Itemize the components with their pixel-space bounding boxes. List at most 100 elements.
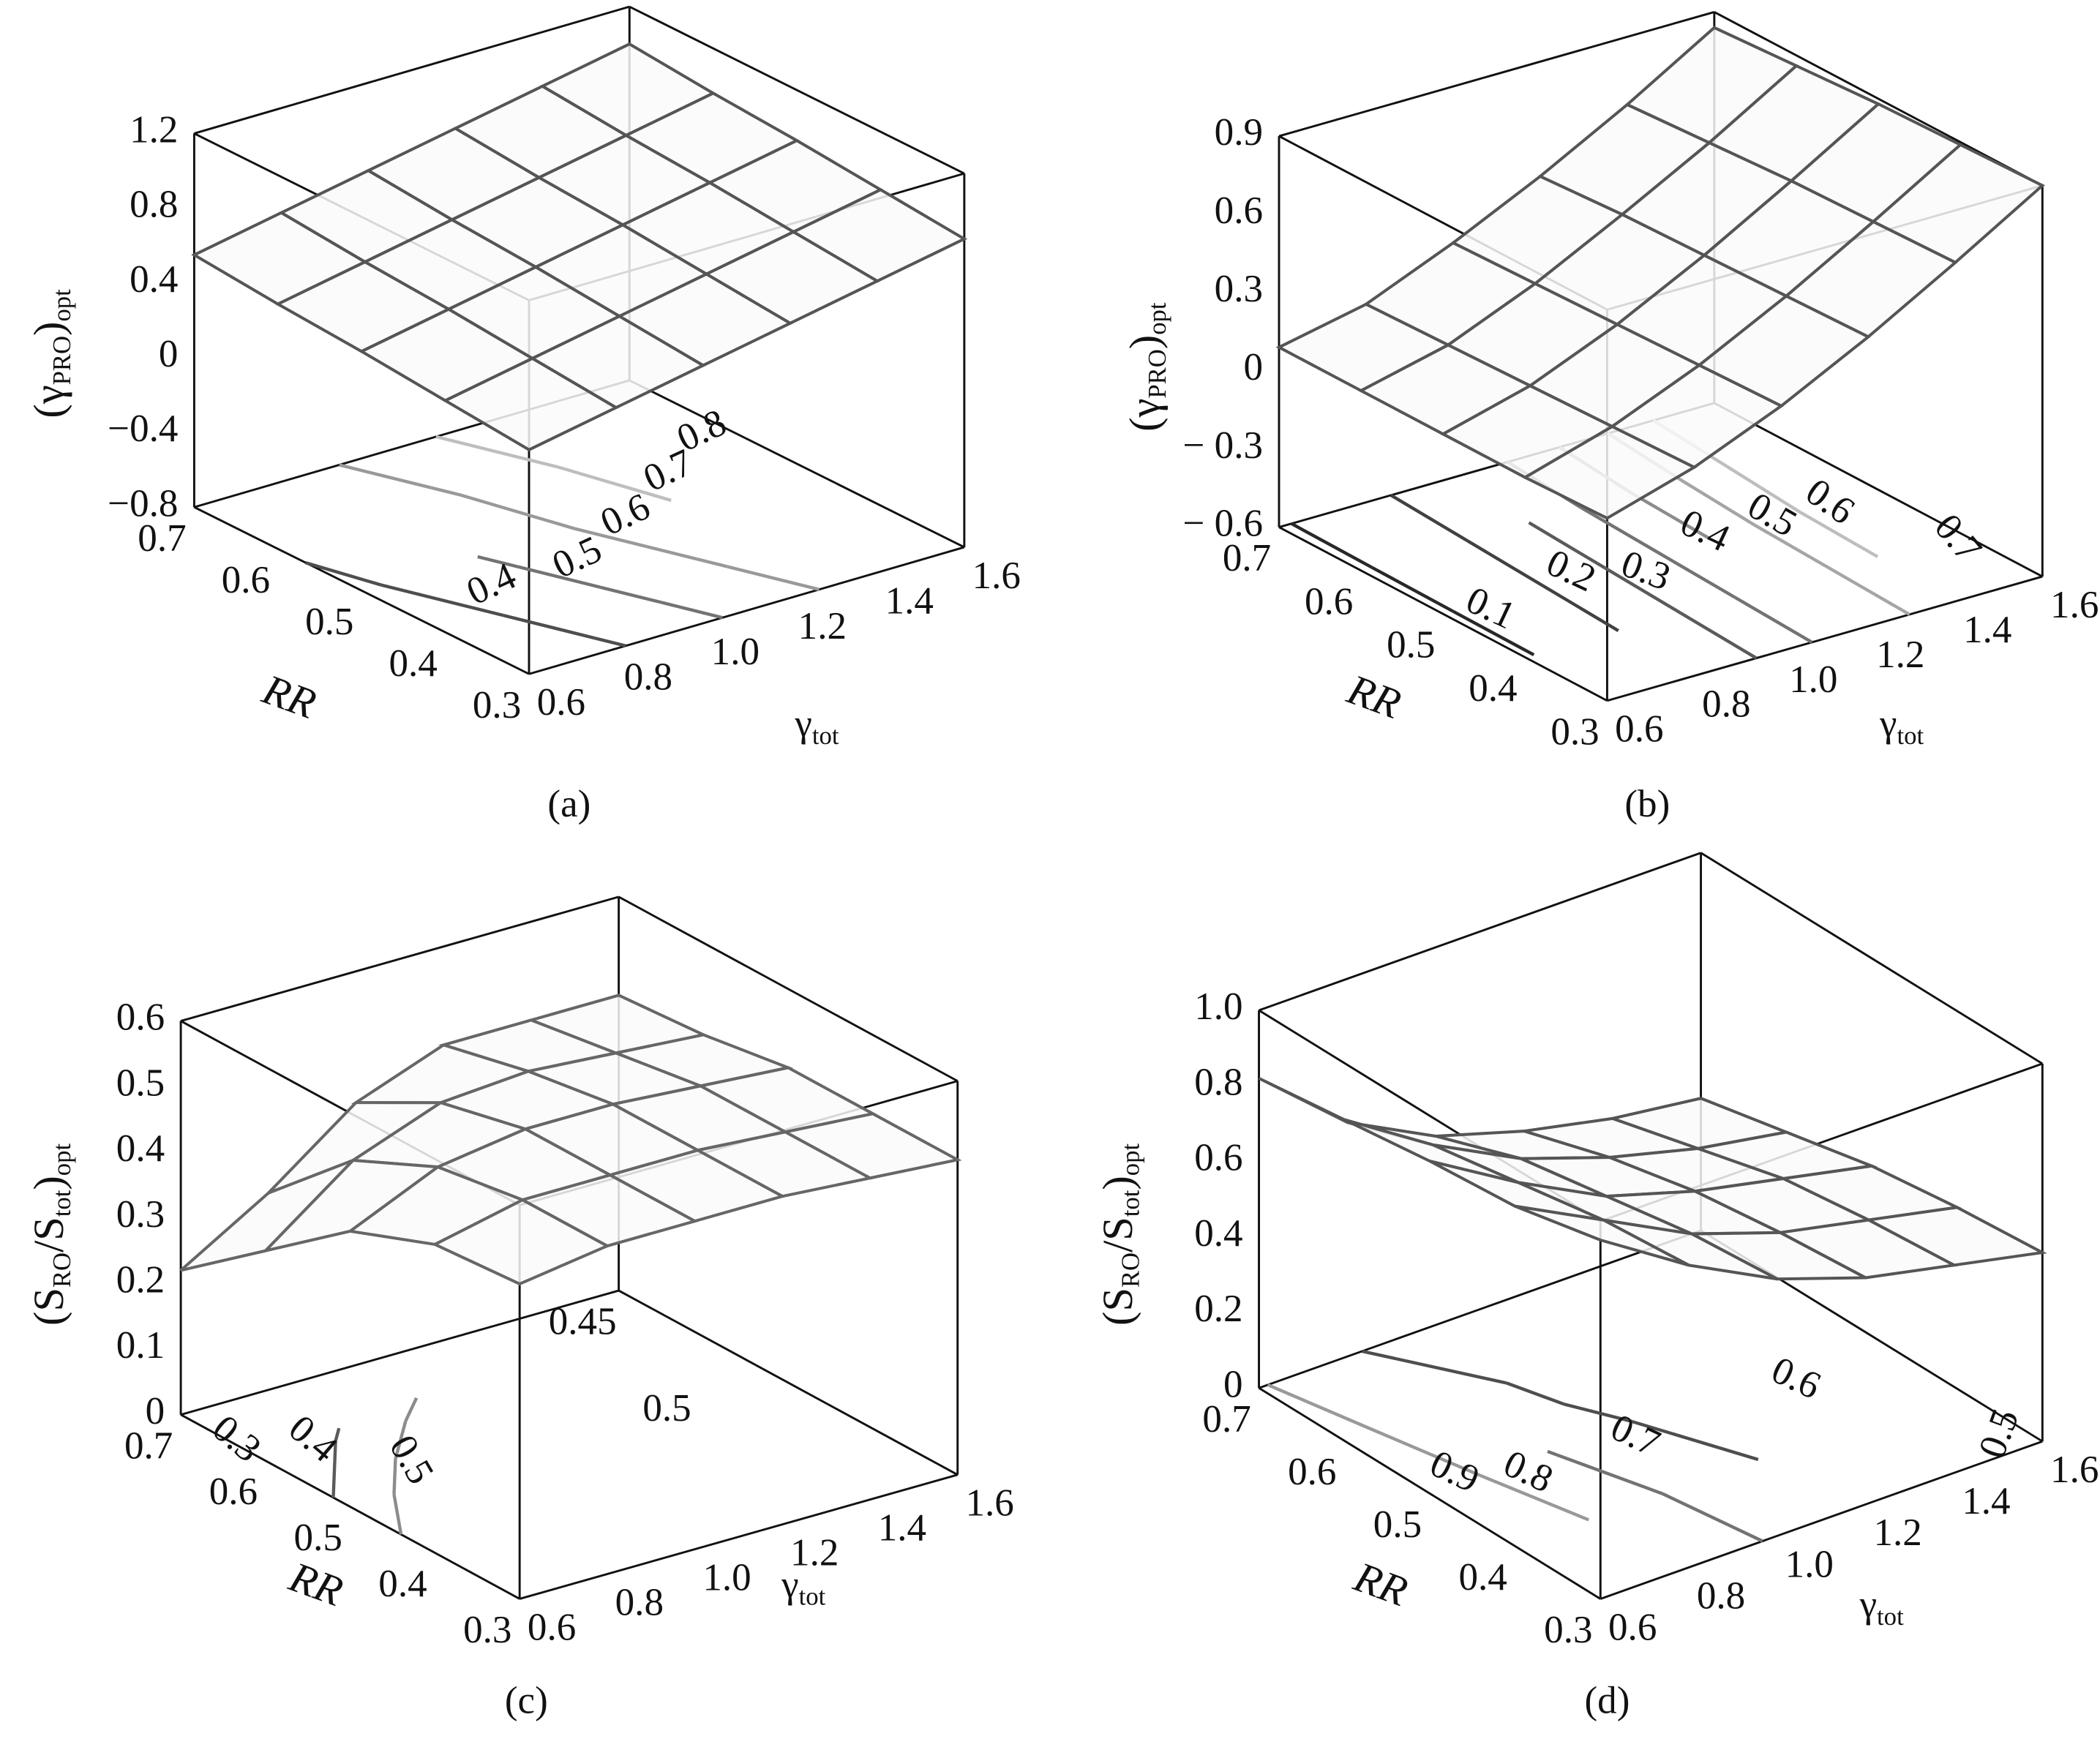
label-part: γ bbox=[781, 1563, 798, 1606]
surface-cell bbox=[1522, 424, 1698, 520]
z-tick-label: 0.6 bbox=[1215, 189, 1263, 232]
z-tick-label: 1.2 bbox=[130, 109, 178, 151]
y-tick-label: 0.5 bbox=[1387, 624, 1435, 666]
box-edge bbox=[1714, 402, 2043, 578]
box-edge bbox=[193, 506, 530, 675]
label-part: RO bbox=[48, 1252, 76, 1288]
y-axis-label: RR bbox=[1341, 665, 1407, 728]
y-tick-label: 0.5 bbox=[1373, 1503, 1422, 1546]
contour-line bbox=[477, 555, 601, 589]
x-tick-label: 0.8 bbox=[615, 1582, 664, 1624]
contour-line bbox=[696, 557, 728, 568]
x-tick-label: 1.2 bbox=[1876, 634, 1924, 676]
contour-line bbox=[1679, 478, 1756, 527]
caption: (b) bbox=[1624, 783, 1670, 825]
contour-line bbox=[594, 636, 626, 647]
label-part: PRO bbox=[1143, 349, 1171, 398]
z-tick-label: −0.4 bbox=[108, 407, 178, 450]
contour-label: 0.4 bbox=[1674, 501, 1736, 560]
label-part: ) bbox=[26, 1176, 73, 1190]
z-tick-label: 0.3 bbox=[1215, 268, 1263, 310]
y-tick-label: 0.4 bbox=[389, 642, 437, 685]
y-tick-label: 0.7 bbox=[1223, 537, 1271, 579]
panel: 0.60.70.80.90.51.00.80.60.40.200.60.81.0… bbox=[1094, 852, 2099, 1722]
box-edge bbox=[1607, 575, 2043, 702]
contour-line bbox=[339, 463, 432, 489]
z-tick-label: 0.9 bbox=[1215, 111, 1263, 154]
z-tick-label: 0 bbox=[159, 333, 179, 375]
x-tick-label: 0.8 bbox=[1697, 1574, 1745, 1617]
contour-label: 0.9 bbox=[1424, 1442, 1486, 1501]
z-tick-label: 0.1 bbox=[116, 1324, 165, 1367]
contour-line bbox=[1657, 551, 1736, 599]
z-tick-label: − 0.6 bbox=[1182, 503, 1263, 545]
box-edge bbox=[1714, 11, 2043, 187]
contour-line bbox=[727, 565, 820, 591]
box-edge bbox=[1259, 1229, 1702, 1389]
contour-line bbox=[1631, 1419, 1759, 1462]
box-edge bbox=[1278, 526, 1608, 702]
contour-label: 0.6 bbox=[1798, 470, 1862, 533]
y-tick-label: 0.6 bbox=[1288, 1451, 1336, 1493]
contour-line bbox=[1831, 568, 1910, 616]
surface-cell bbox=[442, 356, 620, 452]
y-tick-label: 0.6 bbox=[1305, 581, 1353, 623]
box-edge bbox=[1258, 1386, 1602, 1600]
box-edge bbox=[180, 895, 620, 1022]
y-tick-label: 0.6 bbox=[209, 1471, 258, 1513]
box-edge bbox=[618, 1289, 959, 1476]
z-tick-label: 0.8 bbox=[130, 184, 178, 226]
contour-line bbox=[1631, 492, 1710, 540]
z-tick-label: −0.8 bbox=[108, 482, 178, 525]
z-tick-label: 0.4 bbox=[130, 258, 178, 301]
label-part: tot bbox=[1877, 1602, 1904, 1631]
axis-label: γtot bbox=[781, 1563, 826, 1610]
contour-line bbox=[380, 583, 504, 617]
y-tick-label: 0.5 bbox=[305, 601, 353, 643]
label-part: RO bbox=[1116, 1252, 1144, 1288]
contour-label: 0.5 bbox=[546, 528, 608, 587]
contour-line bbox=[404, 1397, 419, 1422]
y-tick-label: 0.4 bbox=[1469, 667, 1517, 710]
x-tick-label: 1.4 bbox=[878, 1507, 926, 1550]
x-tick-label: 1.4 bbox=[1962, 1480, 2010, 1522]
box-edge bbox=[180, 1289, 620, 1416]
label-part: tot bbox=[812, 721, 839, 750]
label-part: ) bbox=[1121, 335, 1169, 349]
panel: 0.80.70.60.50.41.20.80.40−0.4−0.80.60.81… bbox=[26, 5, 1021, 825]
contour-line bbox=[1362, 1349, 1507, 1385]
box-edge bbox=[193, 5, 630, 135]
z-tick-label: 0.2 bbox=[1194, 1288, 1242, 1330]
x-tick-label: 1.4 bbox=[885, 580, 934, 623]
axis-label: γtot bbox=[1859, 1583, 1905, 1630]
caption: (a) bbox=[547, 783, 590, 825]
contour-line bbox=[1370, 566, 1454, 613]
contour-line bbox=[1547, 1449, 1663, 1495]
box-edge bbox=[1278, 11, 1715, 138]
label-part: /S bbox=[26, 1217, 73, 1252]
contour-label: 0.45 bbox=[549, 1301, 617, 1343]
box-edge bbox=[618, 895, 959, 1082]
contour-line bbox=[1480, 1473, 1590, 1522]
x-tick-label: 1.4 bbox=[1963, 609, 2011, 651]
contour-line bbox=[503, 614, 596, 640]
axis-label: (SRO/Stot)opt bbox=[26, 1143, 76, 1326]
x-tick-label: 1.0 bbox=[1785, 1543, 1834, 1585]
contour-line bbox=[496, 450, 559, 469]
contour-line bbox=[1290, 522, 1373, 569]
box-edge bbox=[629, 379, 965, 549]
contour-line bbox=[1528, 521, 1606, 570]
contour-line bbox=[1753, 523, 1833, 571]
x-tick-label: 0.8 bbox=[1702, 683, 1750, 726]
axis-label: γtot bbox=[1879, 702, 1924, 749]
box-edge bbox=[1600, 1440, 2043, 1600]
y-tick-label: 0.4 bbox=[1458, 1556, 1507, 1599]
label-part: ) bbox=[26, 322, 73, 336]
y-tick-label: 0.7 bbox=[138, 517, 186, 560]
contour-line bbox=[435, 435, 498, 454]
axis-label: (SRO/Stot)opt bbox=[1094, 1143, 1144, 1326]
label-part: opt bbox=[1116, 1143, 1144, 1176]
contour-label: 0.7 bbox=[1926, 506, 1990, 571]
contour-line bbox=[1725, 465, 1801, 514]
